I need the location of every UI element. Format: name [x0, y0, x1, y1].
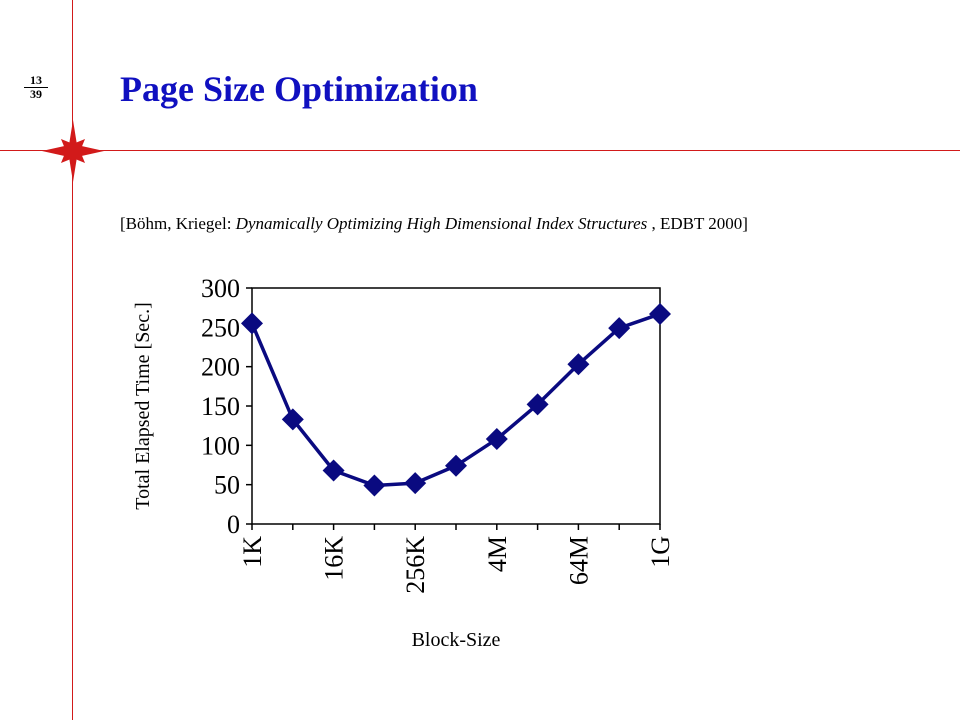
y-tick-label: 0 [227, 510, 240, 539]
x-tick-label: 1G [646, 536, 675, 568]
data-point-marker [281, 408, 304, 431]
y-tick-label: 50 [214, 471, 240, 500]
x-axis-label: Block-Size [412, 629, 501, 651]
x-tick-label: 1K [238, 536, 267, 568]
y-tick-label: 100 [201, 431, 240, 460]
horizontal-accent-line [0, 150, 960, 151]
y-axis-label: Total Elapsed Time [Sec.] [132, 302, 154, 509]
x-tick-label: 256K [401, 536, 430, 594]
data-point-marker [404, 472, 427, 495]
data-point-marker [608, 317, 631, 340]
y-tick-label: 200 [201, 353, 240, 382]
page-current: 13 [24, 74, 48, 88]
elapsed-time-chart: 0 50 100 150 200 250 300 1K 16K 256K 4M 64M 1G Tota… [132, 274, 675, 651]
citation-suffix: , EDBT 2000] [647, 214, 748, 233]
x-axis: 1K 16K 256K 4M 64M 1G [238, 524, 675, 594]
data-point-marker [445, 454, 467, 477]
data-point-marker [485, 428, 508, 451]
x-tick-label: 64M [564, 536, 593, 585]
data-point-marker [649, 302, 671, 325]
plot-area-frame [251, 287, 661, 525]
data-point-marker [322, 459, 345, 482]
page-number: 13 39 [24, 74, 48, 101]
data-point-marker [363, 474, 386, 497]
page-total: 39 [30, 87, 42, 101]
slide-title: Page Size Optimization [120, 69, 478, 109]
data-point-marker [241, 312, 263, 335]
data-point-marker [526, 393, 549, 416]
series-group [241, 302, 671, 497]
red-star-icon [42, 120, 104, 182]
x-tick-label: 4M [483, 536, 512, 572]
data-point-marker [567, 353, 590, 376]
citation-title: Dynamically Optimizing High Dimensional … [235, 214, 648, 233]
y-tick-label: 150 [201, 392, 240, 421]
y-tick-label: 250 [201, 313, 240, 342]
vertical-accent-line [72, 0, 73, 720]
citation: [Böhm, Kriegel: Dynamically Optimizing H… [120, 214, 748, 234]
y-tick-label: 300 [201, 274, 240, 303]
y-axis: 0 50 100 150 200 250 300 [201, 274, 252, 539]
citation-prefix: [Böhm, Kriegel: [120, 214, 236, 233]
x-tick-label: 16K [320, 536, 349, 581]
